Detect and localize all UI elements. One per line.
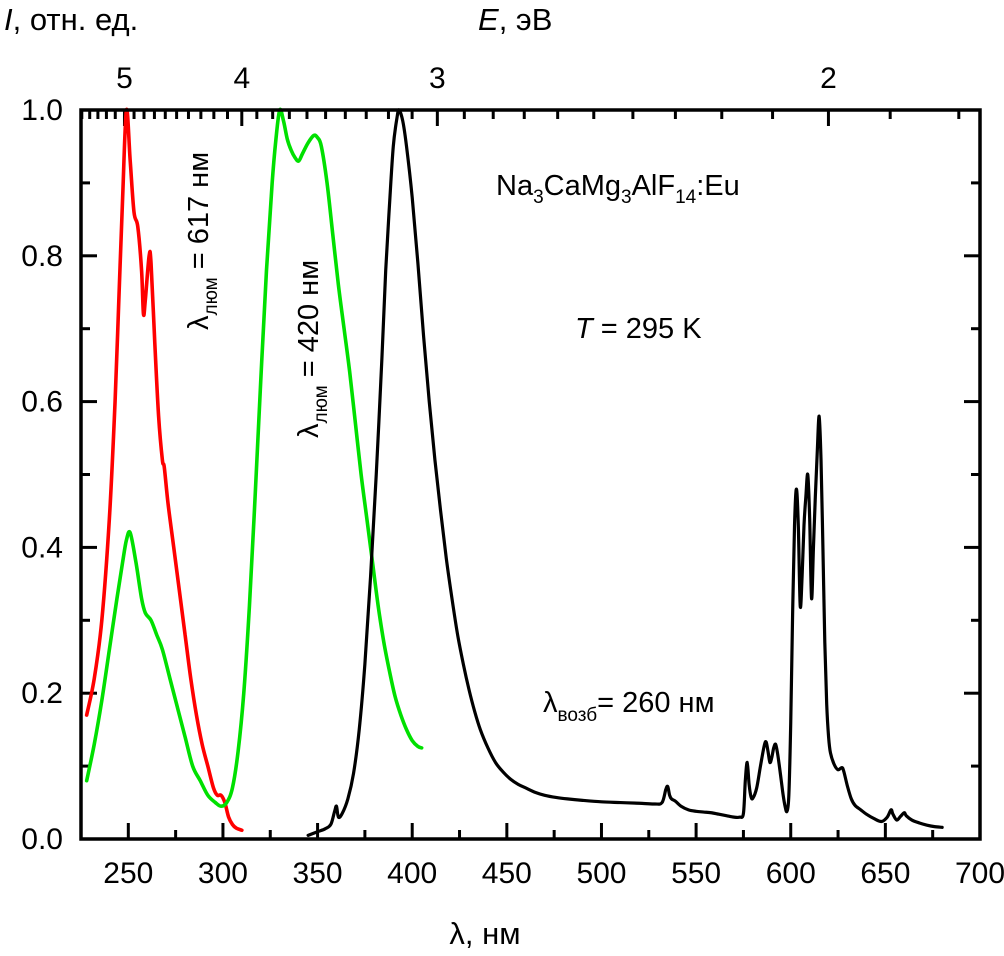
temperature-annotation: T = 295 K	[575, 313, 702, 345]
green-curve-label: λлюм = 420 нм	[293, 260, 332, 438]
top-axis-symbol: E	[478, 2, 499, 37]
top-axis-title: E, эВ	[478, 2, 552, 37]
excitation-annotation: λвозб= 260 нм	[543, 687, 715, 726]
left-tick-labels: 0.0 0.2 0.4 0.6 0.8 1.0	[21, 94, 63, 856]
red-curve-label: λлюм = 617 нм	[183, 152, 222, 330]
x-tick-label: 250	[103, 857, 153, 890]
y-tick-label: 0.0	[21, 823, 63, 856]
bottom-axis-symbol: λ	[449, 916, 465, 951]
formula-annotation: Na3CaMg3AlF14:Eu	[496, 170, 740, 208]
top-tick-labels: 5 4 3 2	[116, 62, 837, 95]
bottom-tick-labels: 250 300 350 400 450 500 550 600 650 700	[103, 857, 1004, 890]
x-tick-label: 650	[860, 857, 910, 890]
y-tick-label: 0.4	[21, 531, 63, 564]
curve-0	[84, 107, 244, 833]
x-tick-label: 450	[482, 857, 532, 890]
bottom-axis-title: λ, нм	[449, 916, 520, 951]
left-axis-ticks	[81, 108, 97, 841]
y-tick-label: 0.6	[21, 386, 63, 419]
y-tick-label: 1.0	[21, 94, 63, 127]
curve-1	[84, 107, 424, 808]
e-tick-label: 5	[116, 62, 133, 95]
y-axis-units: , отн. ед.	[13, 2, 139, 37]
x-tick-label: 700	[955, 857, 1004, 890]
top-axis-ticks	[80, 110, 961, 126]
curve-2	[306, 108, 944, 837]
y-axis-title: I, отн. ед.	[4, 2, 138, 37]
top-axis-units: , эВ	[499, 2, 553, 37]
x-tick-label: 500	[576, 857, 626, 890]
x-tick-label: 300	[198, 857, 248, 890]
y-tick-label: 0.2	[21, 677, 63, 710]
right-axis-ticks	[964, 108, 980, 841]
data-curves	[84, 107, 944, 837]
plot-frame	[79, 108, 982, 841]
bottom-axis-ticks	[79, 823, 982, 839]
y-tick-label: 0.8	[21, 240, 63, 273]
bottom-axis-units: , нм	[465, 916, 521, 951]
x-tick-label: 400	[387, 857, 437, 890]
e-tick-label: 3	[429, 62, 446, 95]
x-tick-label: 350	[293, 857, 343, 890]
e-tick-label: 4	[233, 62, 250, 95]
x-tick-label: 550	[671, 857, 721, 890]
x-tick-label: 600	[766, 857, 816, 890]
y-axis-symbol: I	[4, 2, 13, 37]
e-tick-label: 2	[820, 62, 837, 95]
